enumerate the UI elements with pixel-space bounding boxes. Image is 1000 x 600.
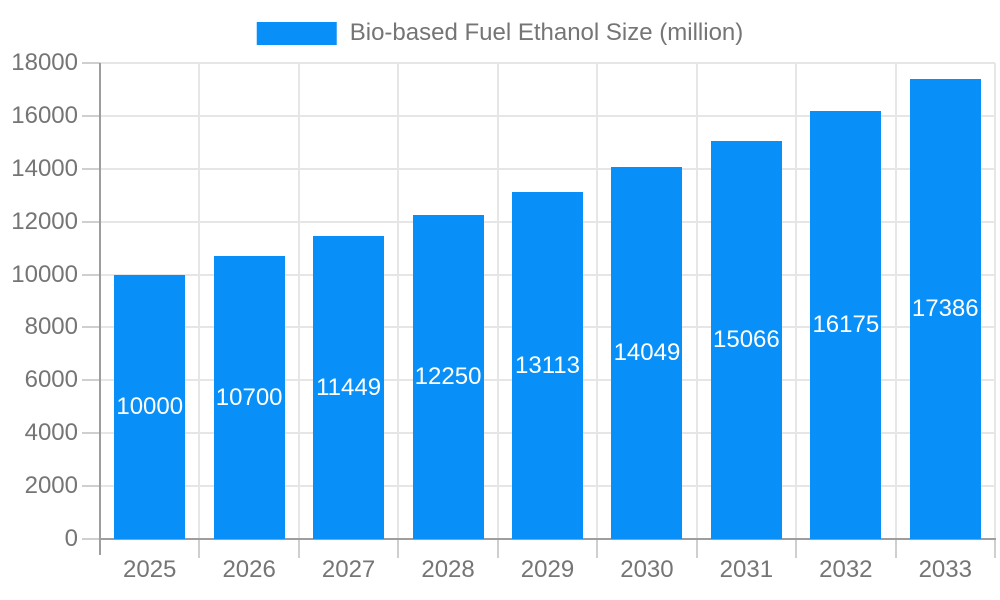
y-axis-tick [82, 220, 100, 223]
v-gridline [397, 63, 400, 539]
y-axis-tick [82, 379, 100, 382]
x-tick-label: 2026 [222, 556, 276, 583]
y-tick-label: 2000 [24, 472, 78, 500]
legend-label: Bio-based Fuel Ethanol Size (million) [349, 19, 744, 46]
y-axis-tick [82, 326, 100, 329]
y-axis-tick [82, 62, 100, 64]
h-gridline [100, 62, 995, 64]
x-axis-tick [994, 539, 996, 558]
v-gridline [496, 63, 499, 539]
x-axis-tick [795, 539, 798, 558]
y-tick-label: 4000 [24, 419, 78, 447]
y-axis-tick [82, 114, 100, 117]
h-gridline [100, 114, 995, 117]
x-axis-tick [695, 539, 698, 558]
y-tick-label: 0 [64, 525, 78, 552]
bar-value-label: 15066 [713, 325, 780, 353]
bar [611, 167, 683, 539]
bar-value-label: 16175 [812, 311, 880, 339]
x-axis-tick [297, 539, 300, 558]
y-tick-label: 14000 [11, 154, 78, 182]
y-axis-tick [82, 167, 100, 170]
bar [512, 192, 583, 539]
y-tick-label: 12000 [11, 207, 78, 235]
y-tick-label: 10000 [11, 260, 78, 288]
x-axis-tick [596, 539, 599, 558]
x-tick-label: 2031 [719, 556, 774, 583]
bar-value-label: 10700 [215, 383, 283, 411]
bar-value-label: 12250 [414, 363, 482, 391]
legend-swatch [256, 21, 337, 45]
v-gridline [297, 63, 300, 539]
bar [114, 274, 186, 539]
x-tick-label: 2025 [123, 556, 177, 583]
x-tick-label: 2029 [520, 556, 575, 583]
bar [213, 256, 285, 539]
x-tick-label: 2028 [421, 556, 475, 583]
bar [909, 79, 981, 539]
x-axis-line [99, 538, 996, 540]
x-axis-tick [894, 539, 897, 558]
bar [412, 215, 484, 539]
h-gridline [100, 167, 995, 170]
x-tick-label: 2027 [321, 556, 376, 583]
y-axis-tick [82, 538, 100, 540]
x-axis-tick [496, 539, 499, 558]
bar-value-label: 10000 [116, 392, 184, 420]
bar-value-label: 11449 [316, 373, 382, 401]
legend: Bio-based Fuel Ethanol Size (million) [256, 19, 744, 46]
y-tick-label: 18000 [11, 49, 78, 76]
v-gridline [795, 63, 798, 539]
v-gridline [198, 63, 201, 539]
v-gridline [596, 63, 599, 539]
bar-value-label: 14049 [613, 339, 681, 367]
y-axis-tick [82, 485, 100, 488]
y-tick-label: 8000 [24, 313, 78, 341]
bar [810, 111, 882, 539]
y-axis-tick [82, 273, 100, 276]
y-tick-label: 16000 [11, 101, 78, 129]
v-gridline [695, 63, 698, 539]
x-axis-tick [198, 539, 201, 558]
x-tick-label: 2032 [819, 556, 873, 583]
y-tick-label: 6000 [24, 366, 78, 394]
y-axis-line [99, 63, 101, 555]
bar [710, 140, 782, 539]
v-gridline [994, 63, 996, 539]
x-tick-label: 2033 [918, 556, 972, 583]
y-axis-tick [82, 432, 100, 435]
bar [313, 236, 385, 539]
bar-value-label: 13113 [515, 351, 580, 379]
x-tick-label: 2030 [620, 556, 674, 583]
x-axis-tick [397, 539, 400, 558]
v-gridline [894, 63, 897, 539]
bar-value-label: 17386 [911, 295, 979, 323]
